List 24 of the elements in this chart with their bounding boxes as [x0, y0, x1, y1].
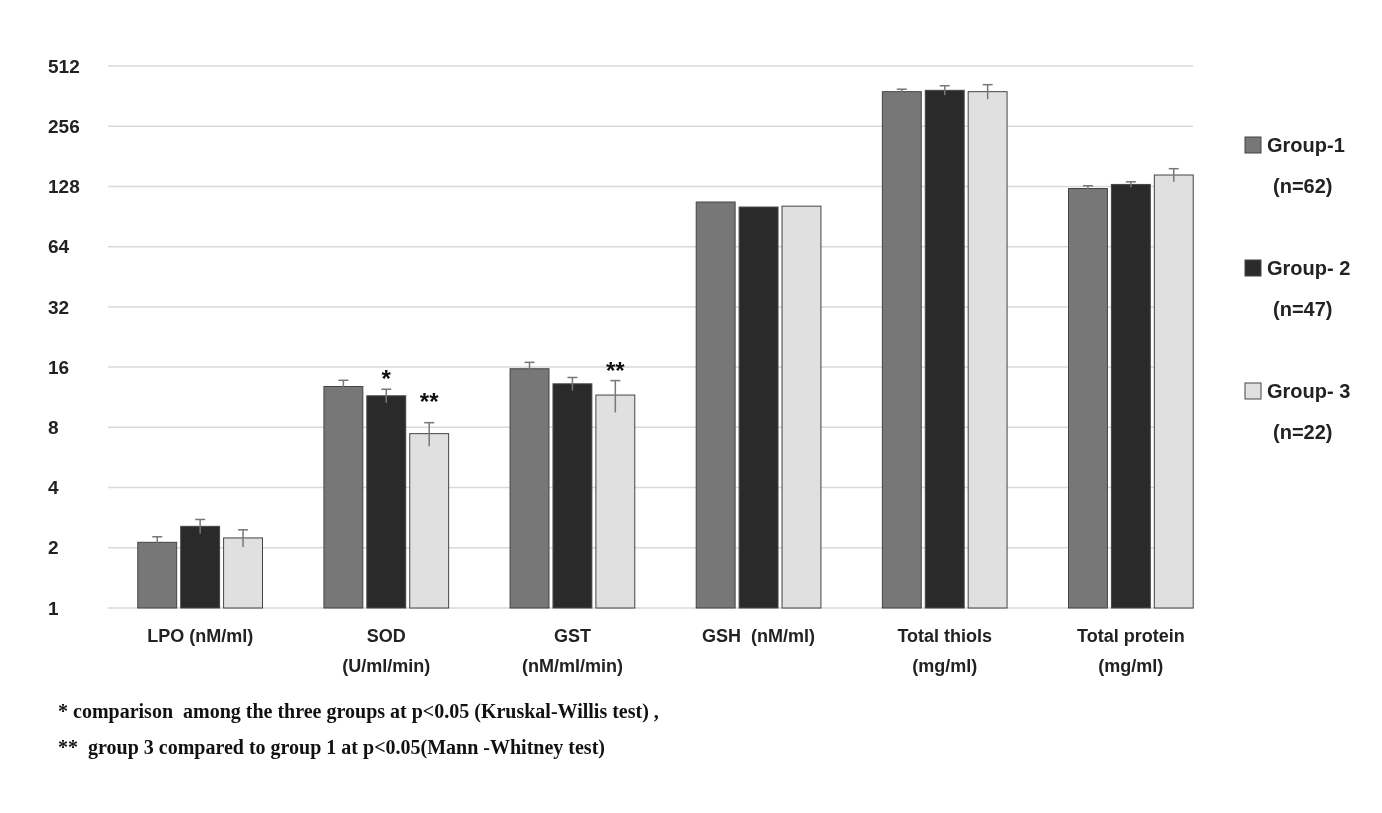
annotation: **	[605, 356, 626, 384]
y-tick-label: 1	[48, 597, 59, 619]
y-tick-label: 128	[48, 176, 80, 198]
y-tick-label: 512	[48, 55, 80, 77]
legend-label: Group- 3 (n=22)	[1267, 380, 1351, 443]
y-tick-label: 256	[48, 115, 80, 137]
legend-label: Group- 2 (n=47)	[1267, 257, 1351, 320]
text: ** group 3 compared to group 1 at p<0.05(Mann -Whitney test)	[58, 736, 605, 759]
x-tick-label: Total protein (mg/ml)	[1077, 626, 1185, 676]
x-tick-label: GST (nM/ml/min)	[521, 626, 623, 676]
annotation: *	[381, 365, 392, 393]
y-tick-label: 8	[48, 416, 59, 438]
y-tick-label: 2	[48, 537, 59, 559]
y-tick-label: 16	[48, 356, 70, 378]
x-tick-label: SOD (U/ml/min)	[342, 626, 431, 676]
y-tick-label: 32	[48, 296, 70, 318]
text: * comparison among the three groups at p<0.05 (Kruskal-Willis test) ,	[58, 700, 659, 723]
x-tick-label: LPO (nM/ml)	[147, 626, 254, 646]
x-tick-label: Total thiols (mg/ml)	[897, 626, 993, 676]
legend-label: Group-1 (n=62)	[1267, 134, 1345, 197]
y-tick-label: 4	[48, 477, 59, 499]
annotation: **	[419, 387, 440, 415]
y-tick-label: 64	[48, 236, 70, 258]
x-tick-label: GSH (nM/ml)	[702, 626, 816, 646]
